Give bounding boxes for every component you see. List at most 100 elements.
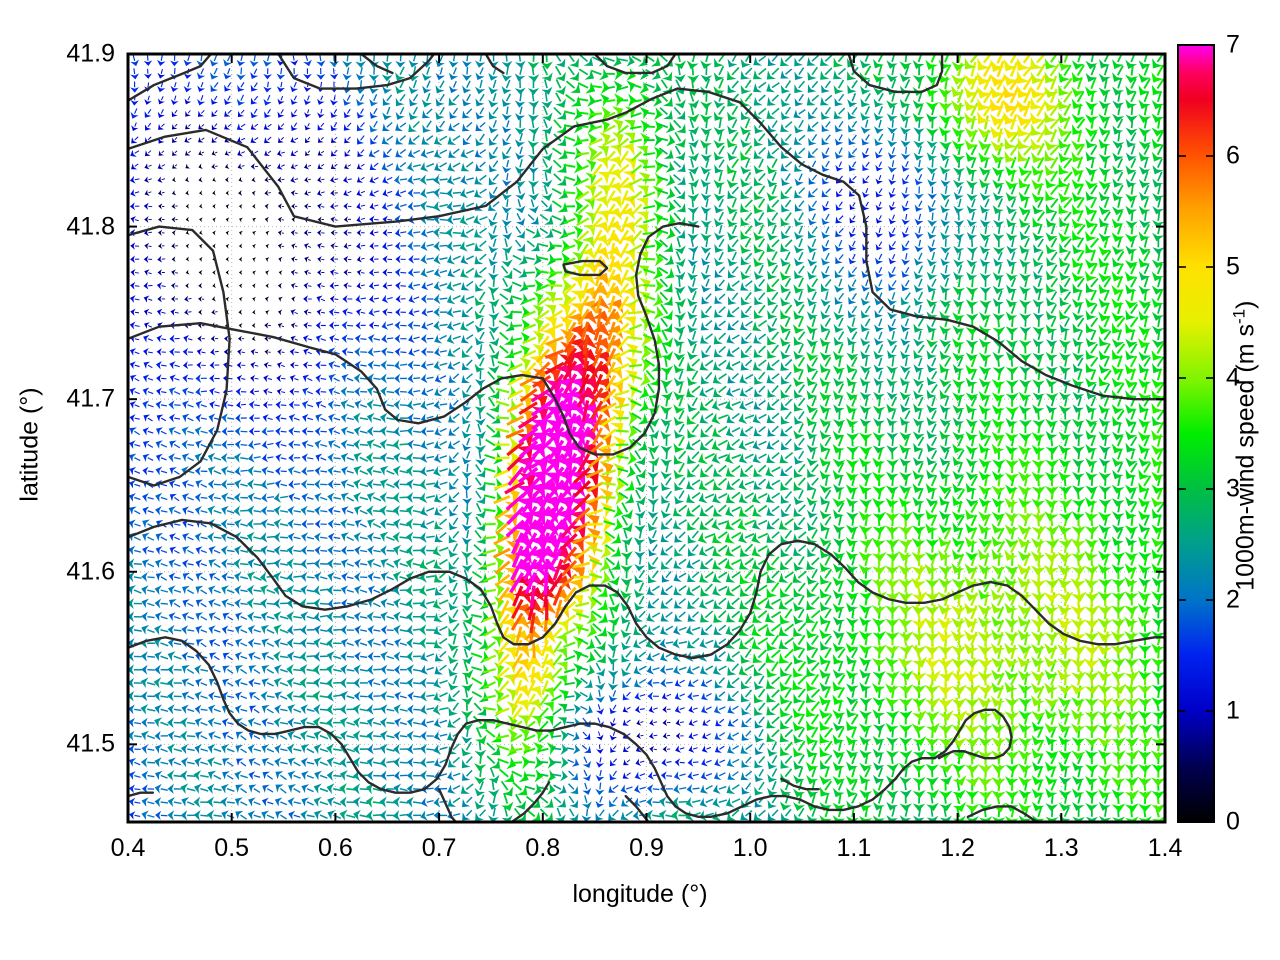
wind-arrow (392, 796, 409, 808)
x-axis-label-unit: ° (689, 880, 700, 908)
wind-arrow (475, 809, 487, 822)
y-tick-41.9: 41.9 (66, 39, 115, 68)
wind-arrow (832, 780, 845, 798)
wind-arrow (595, 769, 605, 782)
wind-arrow (699, 797, 714, 808)
wind-arrow (447, 797, 461, 808)
wind-arrow (234, 797, 248, 807)
wind-arrow (779, 793, 792, 811)
wind-arrow (687, 758, 699, 767)
wind-arrow (712, 797, 728, 808)
wind-arrow (366, 770, 382, 781)
wind-arrow (793, 767, 805, 785)
wind-arrow (406, 770, 421, 781)
wind-arrow (180, 770, 196, 781)
colorbar-tick-4: 4 (1226, 363, 1240, 392)
wind-arrow (567, 783, 579, 795)
wind-arrow (154, 770, 168, 781)
wind-arrow (674, 758, 685, 767)
wind-arrow (180, 810, 195, 821)
x-axis-label-close: ) (699, 880, 708, 908)
wind-arrow (568, 795, 579, 809)
wind-arrow (207, 770, 222, 780)
wind-arrow (685, 797, 701, 808)
wind-arrow (365, 796, 383, 808)
wind-arrow (658, 809, 675, 821)
wind-arrow (248, 757, 261, 767)
wind-arrow (339, 796, 356, 808)
wind-arrow (167, 810, 182, 821)
wind-arrow (726, 809, 740, 821)
wind-arrow (859, 766, 871, 785)
wind-arrow (194, 783, 209, 794)
wind-arrow (714, 758, 726, 767)
wind-arrow (128, 784, 141, 794)
wind-arrow (461, 796, 473, 808)
wind-arrow (539, 808, 554, 822)
wind-arrow (701, 758, 712, 767)
colorbar-label-close: ) (1231, 300, 1260, 309)
wind-arrow (221, 810, 235, 820)
wind-arrow (461, 756, 473, 769)
wind-arrow (754, 756, 766, 769)
wind-arrow (568, 808, 579, 822)
wind-arrow (886, 806, 898, 822)
wind-arrow (247, 810, 261, 821)
wind-arrow (700, 771, 713, 780)
wind-arrow (488, 807, 499, 822)
wind-arrow (781, 808, 792, 822)
x-tick-0.4: 0.4 (110, 834, 146, 862)
wind-arrow (661, 758, 672, 767)
wind-arrow (754, 781, 765, 796)
colorbar-tick-0: 0 (1226, 807, 1240, 836)
x-tick-1.3: 1.3 (1043, 834, 1079, 862)
wind-arrow (314, 770, 328, 781)
wind-arrow (193, 810, 209, 821)
wind-arrow (287, 797, 301, 807)
x-axis-label-text: longitude ( (572, 880, 690, 908)
wind-arrow (595, 782, 605, 796)
wind-arrow (698, 810, 715, 821)
wind-arrow (366, 783, 383, 795)
x-axis-label: longitude (°) (0, 880, 1280, 909)
wind-arrow (234, 770, 248, 781)
wind-arrow (141, 770, 155, 781)
x-tick-0.8: 0.8 (525, 834, 561, 862)
wind-arrow (726, 784, 740, 794)
wind-arrow (207, 783, 222, 794)
wind-arrow (326, 756, 342, 768)
wind-arrow (609, 758, 618, 767)
wind-arrow (447, 756, 460, 768)
colorbar-tick-7: 7 (1226, 30, 1240, 59)
wind-arrow (620, 810, 633, 821)
y-tick-41.6: 41.6 (66, 557, 115, 586)
wind-arrow (1072, 793, 1085, 812)
wind-arrow (301, 784, 314, 794)
wind-arrow (845, 765, 859, 786)
wind-arrow (207, 757, 222, 768)
wind-arrow (288, 757, 301, 767)
wind-arrow (181, 797, 195, 807)
wind-arrow (1031, 765, 1045, 786)
wind-arrow (792, 793, 806, 812)
wind-arrow (846, 780, 858, 798)
wind-arrow (754, 768, 764, 783)
wind-arrow (221, 783, 235, 794)
wind-arrow (780, 755, 793, 769)
wind-arrow (313, 783, 329, 794)
colorbar-tick-1: 1 (1226, 696, 1240, 725)
wind-arrow (686, 784, 700, 794)
wind-arrow (462, 809, 473, 821)
wind-arrow (248, 771, 261, 781)
y-axis-label-text: latitude ( (15, 405, 44, 502)
colorbar-tick-2: 2 (1226, 585, 1240, 614)
y-tick-41.5: 41.5 (66, 729, 115, 758)
wind-arrow (180, 783, 196, 795)
wind-arrow (500, 780, 513, 797)
wind-arrow (222, 771, 234, 780)
wind-arrow (609, 796, 618, 808)
wind-arrow (393, 770, 408, 781)
wind-arrow (262, 771, 274, 780)
wind-arrow (609, 770, 618, 781)
